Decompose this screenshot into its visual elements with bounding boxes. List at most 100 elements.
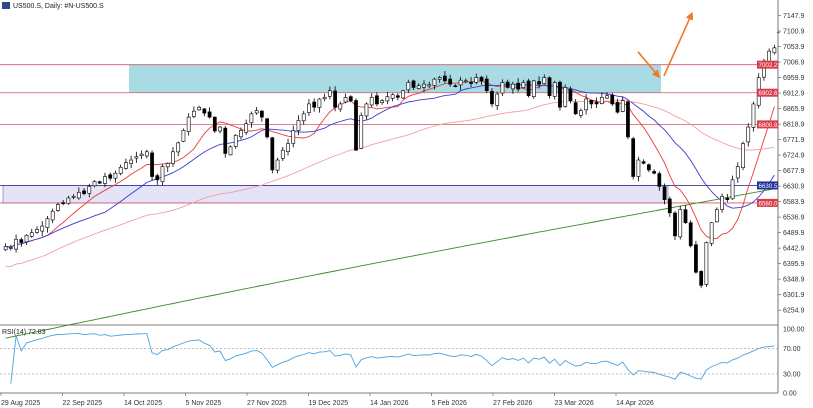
candle-body [212, 116, 217, 132]
y-tick-label: 6912.9 [783, 91, 805, 98]
y-tick-label: 7053.9 [783, 44, 805, 51]
candle-body [474, 77, 479, 83]
candle-body [568, 89, 573, 101]
zone-resistance [129, 65, 661, 93]
candle-body [751, 103, 756, 128]
candle-body [610, 94, 615, 105]
x-tick-label: 27 Nov 2025 [247, 400, 287, 407]
candle-body [171, 151, 175, 164]
candle-body [484, 78, 489, 92]
candle-body [584, 98, 588, 111]
candle-body [652, 171, 656, 174]
candle-body [385, 96, 390, 102]
last-price-marker: + [776, 30, 780, 37]
candle-body [155, 175, 160, 181]
candle-body [495, 93, 500, 106]
candle-body [647, 164, 651, 171]
candle-body [14, 238, 18, 250]
candle-body [244, 123, 249, 133]
candle-body [181, 130, 186, 142]
candle-body [516, 82, 520, 90]
candle-body [223, 127, 228, 154]
candle-body [390, 94, 395, 99]
candle-body [746, 126, 751, 143]
time-axis: 29 Aug 2025 22 Sep 2025 14 Oct 2025 5 Nov 2… [0, 393, 654, 407]
candle-body [714, 209, 719, 223]
candle-body [228, 146, 233, 156]
x-tick-label: 22 Sep 2025 [63, 400, 103, 407]
candle-body [19, 239, 24, 243]
zones-layer [0, 64, 778, 204]
candle-body [66, 197, 71, 204]
candle-body [448, 78, 453, 85]
candle-body [327, 90, 332, 97]
candle-body [207, 111, 212, 118]
candle-body [56, 204, 60, 211]
arrow-up [663, 11, 694, 77]
chart-header: US500.S, Daily: #N-US500.S RSI(14) 72.83 [2, 2, 104, 336]
candle-body [479, 76, 484, 82]
candle-body [521, 82, 526, 88]
candle-body [369, 97, 374, 106]
candle-body [720, 196, 724, 210]
candle-body [118, 166, 123, 174]
candle-body [657, 173, 662, 187]
ma-slow-line [5, 99, 775, 268]
ma-fast-line [5, 80, 775, 248]
candle-body [29, 232, 34, 237]
candle-body [678, 209, 683, 238]
level-label-box [757, 120, 778, 129]
candle-body [704, 242, 709, 285]
candle-body [380, 100, 385, 103]
candle-body [338, 103, 343, 110]
y-tick-label: 6442.9 [783, 246, 805, 253]
candle-body [547, 77, 552, 96]
zone-support [2, 185, 669, 204]
candle-body [725, 197, 730, 200]
candle-body [307, 103, 311, 113]
candle-body [615, 101, 620, 113]
rsi-tick-label: 70.00 [783, 346, 801, 353]
y-tick-label: 6489.9 [783, 230, 805, 237]
candle-body [490, 91, 494, 105]
candle-body [735, 166, 740, 179]
level-label-box [757, 198, 778, 207]
candle-body [537, 81, 541, 85]
candle-body [322, 97, 327, 100]
candle-body [667, 198, 672, 214]
x-tick-label: 27 Feb 2026 [493, 400, 532, 407]
candle-body [531, 80, 536, 97]
arrow-down [637, 51, 661, 79]
candle-body [453, 85, 458, 88]
price-axis: 7147.9 7100.9 7053.9 7006.9 6959.9 6912.9 6865… [757, 13, 805, 315]
candle-body [233, 134, 238, 147]
candle-body [192, 110, 196, 117]
y-tick-label: 6630.9 [783, 184, 805, 191]
y-tick-label: 6583.9 [783, 199, 805, 206]
candle-body [416, 85, 421, 89]
candle-body [542, 77, 547, 84]
level-label: 6902.6 [759, 90, 778, 97]
candle-body [469, 81, 473, 84]
candle-body [620, 100, 625, 112]
candle-body [139, 153, 144, 157]
candle-body [348, 96, 353, 101]
y-tick-label: 7147.9 [783, 13, 805, 20]
candle-body [558, 81, 562, 108]
candle-body [35, 229, 39, 233]
candle-body [636, 159, 641, 177]
candle-body [563, 87, 568, 107]
candle-body [24, 234, 29, 243]
moving-averages-layer [5, 80, 775, 339]
candle-body [280, 149, 285, 159]
candle-body [343, 97, 348, 103]
candle-body [296, 120, 301, 131]
candle-body [301, 113, 306, 122]
candle-body [76, 192, 81, 199]
ma-mid-line [5, 84, 775, 248]
x-tick-label: 19 Dec 2025 [309, 400, 349, 407]
candle-body [45, 218, 50, 228]
candle-body [176, 142, 181, 153]
candle-body [406, 82, 411, 91]
level-label: 7002.2 [759, 62, 778, 69]
